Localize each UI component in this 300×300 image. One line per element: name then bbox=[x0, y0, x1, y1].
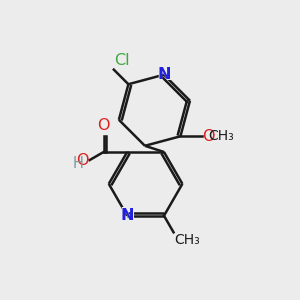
Text: N: N bbox=[156, 65, 172, 84]
Text: Cl: Cl bbox=[114, 53, 130, 68]
Text: O: O bbox=[202, 129, 215, 144]
Text: O: O bbox=[98, 118, 110, 133]
Text: CH₃: CH₃ bbox=[208, 129, 234, 143]
Text: O: O bbox=[76, 153, 88, 168]
Text: CH₃: CH₃ bbox=[174, 233, 200, 247]
Text: N: N bbox=[120, 208, 134, 223]
Text: N: N bbox=[119, 206, 135, 225]
Text: N: N bbox=[157, 67, 171, 82]
Text: H: H bbox=[72, 156, 83, 171]
